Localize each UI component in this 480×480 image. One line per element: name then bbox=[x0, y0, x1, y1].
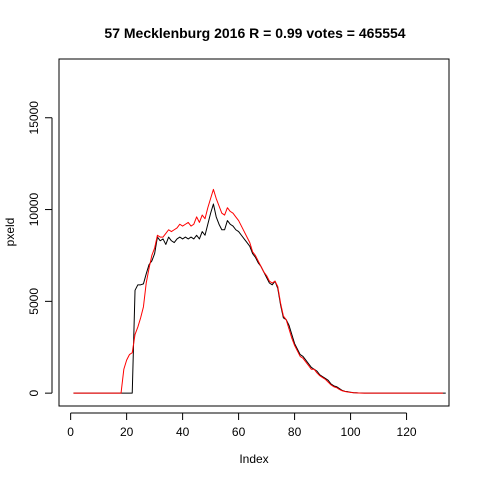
y-axis-label: pxeld bbox=[3, 218, 17, 247]
series-line-1 bbox=[73, 203, 446, 394]
x-tick-label: 20 bbox=[120, 425, 134, 439]
x-tick-label: 100 bbox=[341, 425, 361, 439]
series-layer bbox=[73, 188, 446, 394]
y-tick-label: 0 bbox=[27, 389, 41, 396]
y-tick-label: 10000 bbox=[27, 193, 41, 227]
chart-title: 57 Mecklenburg 2016 R = 0.99 votes = 465… bbox=[104, 25, 405, 41]
y-tick-label: 15000 bbox=[27, 101, 41, 135]
y-tick-label: 5000 bbox=[27, 288, 41, 315]
plot-frame bbox=[58, 58, 450, 407]
x-axis: 0 20 40 60 80 100 120 bbox=[67, 412, 417, 439]
x-tick-label: 80 bbox=[288, 425, 302, 439]
x-tick-label: 40 bbox=[176, 425, 190, 439]
y-axis: 0 5000 10000 15000 bbox=[27, 101, 53, 396]
x-tick-label: 120 bbox=[397, 425, 417, 439]
x-tick-label: 60 bbox=[232, 425, 246, 439]
x-tick-label: 0 bbox=[67, 425, 74, 439]
x-axis-label: Index bbox=[239, 452, 268, 466]
series-line-2 bbox=[73, 188, 443, 394]
